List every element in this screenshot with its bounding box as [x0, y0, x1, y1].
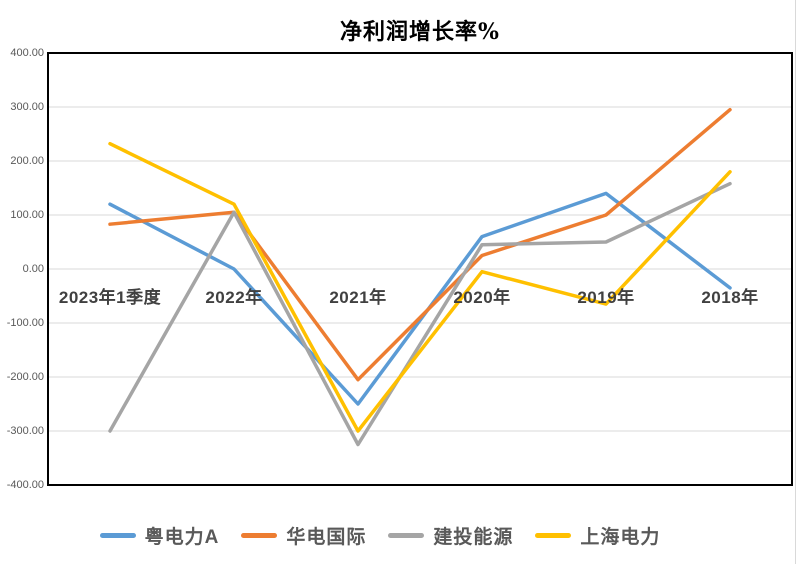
y-tick-label: 400.00 — [10, 47, 44, 59]
x-category-label: 2023年1季度 — [58, 288, 162, 307]
x-category-label: 2021年 — [329, 288, 387, 307]
legend-label: 粤电力A — [144, 527, 220, 548]
series-line-3 — [108, 141, 732, 433]
legend-swatch-icon — [535, 533, 572, 538]
x-category-label: 2019年 — [577, 288, 635, 307]
x-category-label: 2018年 — [701, 288, 759, 307]
series-line-0 — [108, 191, 732, 406]
chart-title: 净利润增长率% — [340, 19, 500, 45]
series-line-1 — [108, 107, 732, 382]
legend-item-2[interactable]: 建投能源 — [388, 522, 513, 549]
window-edge-divider — [795, 0, 796, 564]
legend-item-0[interactable]: 粤电力A — [99, 522, 220, 549]
legend-item-1[interactable]: 华电国际 — [241, 522, 366, 549]
y-tick-label: 0.00 — [22, 263, 44, 275]
y-tick-label: -200.00 — [6, 371, 44, 383]
y-tick-label: 300.00 — [10, 101, 44, 113]
legend-swatch-icon — [99, 533, 136, 538]
series-line-2 — [108, 181, 732, 447]
y-tick-label: 100.00 — [10, 209, 44, 221]
legend-label: 华电国际 — [286, 527, 367, 548]
y-tick-label: -300.00 — [6, 425, 44, 437]
y-tick-label: -100.00 — [6, 317, 44, 329]
y-tick-label: -400.00 — [6, 479, 44, 491]
legend-swatch-icon — [388, 533, 425, 538]
legend-item-3[interactable]: 上海电力 — [535, 522, 660, 549]
x-category-label: 2022年 — [205, 288, 263, 307]
legend-label: 上海电力 — [580, 527, 661, 548]
y-tick-label: 200.00 — [10, 155, 44, 167]
legend-label: 建投能源 — [433, 527, 514, 548]
x-category-label: 2020年 — [453, 288, 511, 307]
legend: 粤电力A 华电国际 建投能源 上海电力 — [0, 522, 760, 549]
legend-swatch-icon — [241, 533, 278, 538]
plot-border — [47, 52, 793, 486]
